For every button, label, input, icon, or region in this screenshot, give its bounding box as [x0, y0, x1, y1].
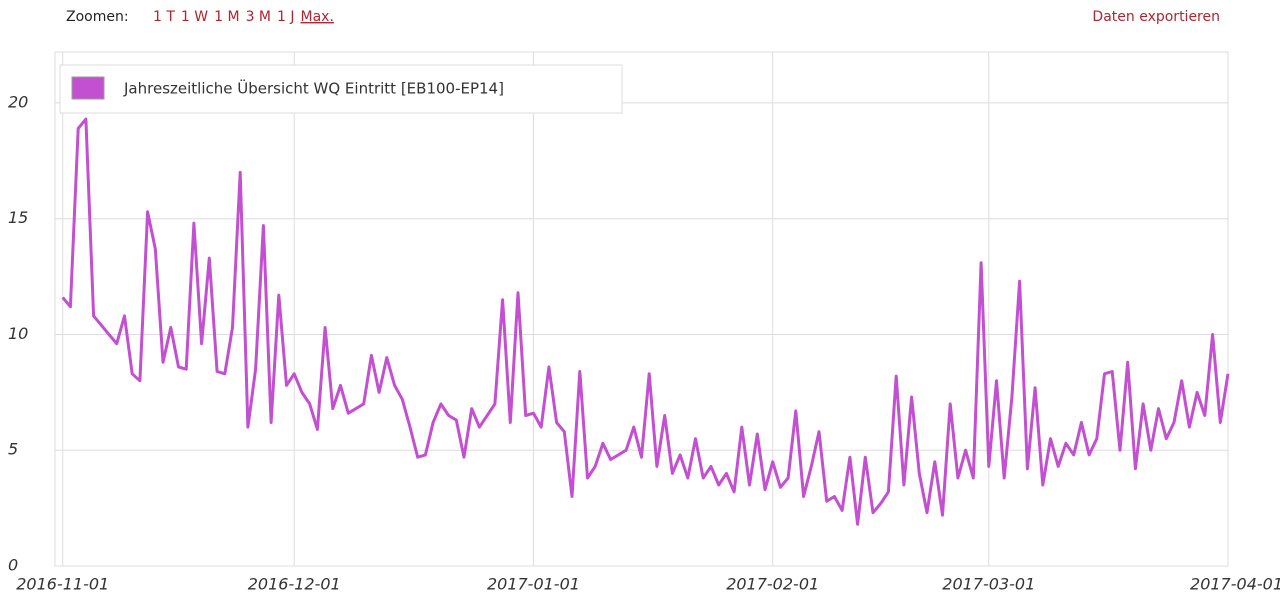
y-tick-label: 0 — [8, 556, 18, 575]
x-tick-label: 2016-12-01 — [248, 575, 341, 594]
zoom-label: Zoomen: — [66, 9, 129, 25]
zoom-option[interactable]: 3 M — [246, 9, 271, 25]
x-tick-label: 2016-11-01 — [16, 575, 109, 594]
legend-label: Jahreszeitliche Übersicht WQ Eintritt [E… — [123, 79, 504, 98]
y-tick-label: 15 — [8, 208, 28, 227]
zoom-option[interactable]: 1 M — [214, 9, 239, 25]
zoom-option[interactable]: Max. — [301, 9, 334, 25]
zoom-option[interactable]: 1 T — [153, 9, 175, 25]
zoom-option[interactable]: 1 J — [277, 9, 295, 25]
x-tick-label: 2017-03-01 — [942, 575, 1035, 594]
data-line — [61, 117, 1230, 526]
y-tick-label: 5 — [8, 440, 18, 459]
y-tick-label: 10 — [8, 324, 28, 343]
export-link[interactable]: Daten exportieren — [1092, 9, 1220, 25]
legend-swatch — [71, 76, 105, 100]
zoom-option[interactable]: 1 W — [181, 9, 208, 25]
y-tick-label: 20 — [8, 92, 28, 111]
x-tick-label: 2017-02-01 — [726, 575, 819, 594]
plot-area — [54, 51, 1229, 567]
x-tick-label: 2017-04-01 — [1190, 575, 1280, 594]
x-tick-label: 2017-01-01 — [487, 575, 580, 594]
legend-box — [59, 64, 623, 114]
